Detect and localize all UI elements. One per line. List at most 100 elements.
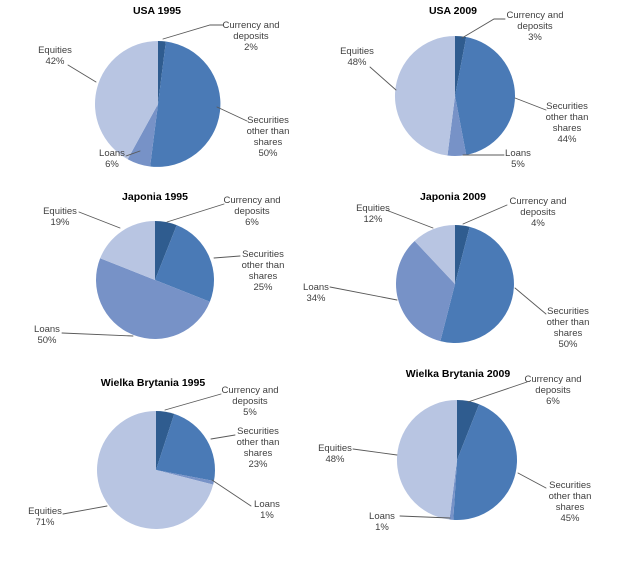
slice-label-currency-and-deposits: Currency and (222, 20, 279, 31)
leader-line-loans (329, 286, 398, 301)
slice-percent-currency-and-deposits: 6% (245, 217, 259, 228)
pie-slice-currency-and-deposits (457, 400, 480, 460)
slice-percent-loans: 1% (260, 510, 274, 521)
pie-slice-loans (395, 240, 455, 342)
slice-label-equities: Equities (28, 506, 62, 517)
slice-percent-currency-and-deposits: 4% (531, 218, 545, 229)
leader-line-currency-and-deposits (467, 381, 528, 403)
slice-percent-securities-other-than-shares: 25% (253, 282, 273, 293)
leader-line-equities (352, 448, 398, 456)
slice-percent-currency-and-deposits: 3% (528, 32, 542, 43)
leader-line-securities-other-than-shares (216, 106, 248, 122)
slice-label-equities: Equities (318, 443, 352, 454)
slice-label-securities-other-than-shares: Securities (242, 249, 284, 260)
slice-label-loans: Loans (34, 324, 60, 335)
pie-slice-securities-other-than-shares (155, 225, 215, 302)
leader-line-equities (67, 64, 97, 83)
slice-label-securities-other-than-shares: other than (237, 437, 280, 448)
slice-percent-currency-and-deposits: 6% (546, 396, 560, 407)
slice-label-loans: Loans (505, 148, 531, 159)
slice-label-securities-other-than-shares: Securities (549, 480, 591, 491)
slice-label-currency-and-deposits: deposits (233, 31, 269, 42)
chart-title-wielka-brytania-2009: Wielka Brytania 2009 (406, 368, 511, 380)
slice-percent-loans: 1% (375, 522, 389, 533)
slice-label-securities-other-than-shares: Securities (247, 115, 289, 126)
pie-slice-currency-and-deposits (455, 35, 467, 96)
pie-slice-loans (127, 104, 158, 167)
pie-slice-securities-other-than-shares (453, 404, 518, 520)
leader-line-currency-and-deposits (164, 393, 222, 411)
pie-slice-loans (95, 258, 210, 340)
slice-label-currency-and-deposits: deposits (535, 385, 571, 396)
pie-slice-securities-other-than-shares (455, 37, 516, 155)
slice-label-currency-and-deposits: Currency and (524, 374, 581, 385)
leader-line-securities-other-than-shares (514, 97, 547, 111)
slice-label-securities-other-than-shares: other than (247, 126, 290, 137)
chart-title-japonia-2009: Japonia 2009 (420, 191, 486, 203)
slice-label-securities-other-than-shares: shares (554, 328, 583, 339)
slice-label-equities: Equities (38, 45, 72, 56)
pie-slice-securities-other-than-shares (440, 226, 514, 343)
slice-label-loans: Loans (254, 499, 280, 510)
chart-title-wielka-brytania-1995: Wielka Brytania 1995 (101, 377, 206, 389)
slice-label-securities-other-than-shares: other than (242, 260, 285, 271)
leader-line-currency-and-deposits (462, 204, 508, 225)
slice-percent-securities-other-than-shares: 50% (558, 339, 578, 350)
leader-line-currency-and-deposits (166, 203, 225, 223)
slice-label-securities-other-than-shares: shares (254, 137, 283, 148)
slice-label-equities: Equities (356, 203, 390, 214)
leader-line-equities (78, 211, 121, 229)
pie-slice-currency-and-deposits (156, 411, 175, 470)
pie-slice-loans (449, 460, 457, 520)
leader-line-loans (399, 515, 451, 519)
slice-label-currency-and-deposits: Currency and (223, 195, 280, 206)
slice-percent-equities: 48% (325, 454, 345, 465)
slice-label-securities-other-than-shares: Securities (547, 306, 589, 317)
pie-slice-currency-and-deposits (455, 225, 470, 284)
slice-percent-equities: 71% (35, 517, 55, 528)
pie-slice-currency-and-deposits (155, 221, 177, 280)
slice-percent-equities: 19% (50, 217, 70, 228)
pie-slice-securities-other-than-shares (156, 413, 215, 482)
slice-percent-securities-other-than-shares: 50% (258, 148, 278, 159)
slice-percent-loans: 6% (105, 159, 119, 170)
pie-slice-equities (97, 411, 214, 529)
slice-label-securities-other-than-shares: shares (244, 448, 273, 459)
slice-label-currency-and-deposits: deposits (232, 396, 268, 407)
slice-label-equities: Equities (340, 46, 374, 57)
leader-line-securities-other-than-shares (213, 255, 241, 259)
leader-line-equities (385, 209, 434, 229)
leader-line-currency-and-deposits (162, 24, 224, 40)
pie-slice-loans (156, 470, 214, 485)
slice-label-currency-and-deposits: deposits (520, 207, 556, 218)
chart-title-usa-1995: USA 1995 (133, 5, 181, 17)
slice-label-currency-and-deposits: Currency and (506, 10, 563, 21)
slice-label-securities-other-than-shares: Securities (546, 101, 588, 112)
slice-label-currency-and-deposits: Currency and (221, 385, 278, 396)
pie-slice-equities (94, 41, 158, 160)
leader-line-loans (211, 479, 252, 507)
